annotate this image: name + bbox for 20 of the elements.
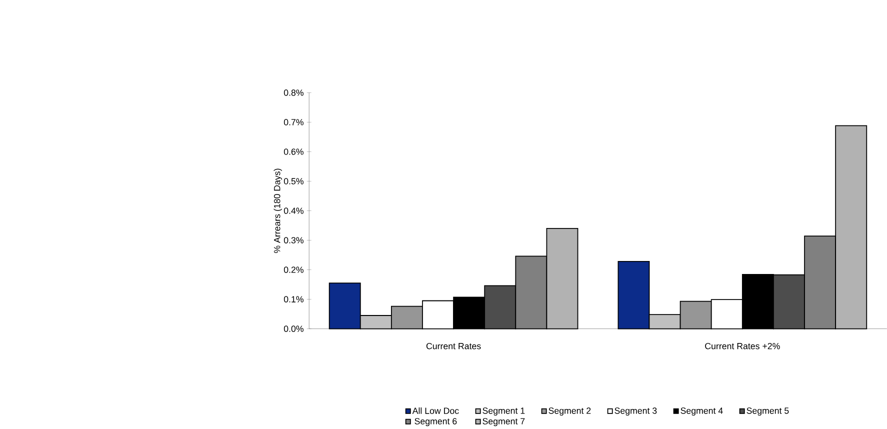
y-tick-label: 0.7%: [284, 119, 304, 126]
legend-label: Segment 3: [614, 408, 657, 416]
y-tick-label: 0.6%: [284, 148, 304, 156]
y-tick-label: 0.4%: [284, 208, 304, 214]
y-tick-label: 0.0%: [284, 326, 304, 332]
legend-label: Segment 7: [482, 418, 525, 426]
legend-label: Segment 5: [746, 408, 789, 416]
legend-label: All Low Doc: [412, 408, 459, 414]
y-tick-label: 0.2%: [284, 266, 304, 274]
x-tick-label: Current Rates +2%: [705, 343, 780, 350]
y-tick-label: 0.8%: [284, 90, 304, 96]
y-tick-label: 0.5%: [284, 178, 304, 185]
legend-label: Segment 6: [414, 418, 457, 426]
y-tick-label: 0.3%: [284, 237, 304, 244]
legend-label: Segment 1: [482, 408, 525, 416]
legend-label: Segment 4: [680, 408, 723, 416]
legend-label: Segment 2: [548, 408, 591, 416]
y-tick-label: 0.1%: [284, 296, 304, 303]
y-axis-title: % Arrears (180 Days): [274, 168, 282, 254]
x-tick-label: Current Rates: [426, 343, 481, 350]
